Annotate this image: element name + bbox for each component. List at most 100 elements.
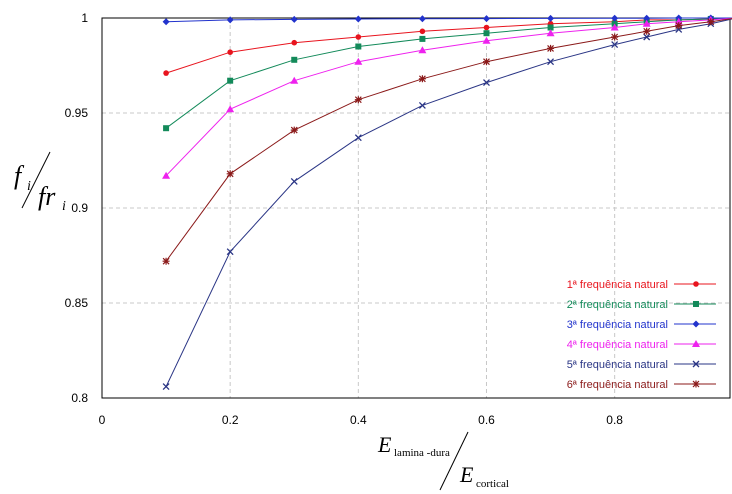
legend-item: 4ª frequência natural: [567, 339, 716, 351]
data-point: [291, 56, 298, 63]
legend-label: 3ª frequência natural: [567, 319, 668, 331]
data-point: [643, 27, 651, 35]
data-point: [163, 70, 169, 76]
x-tick-label: 0.6: [478, 413, 495, 427]
plot-frame: [101, 17, 731, 399]
x-axis-label: E lamina -dura E cortical: [377, 431, 509, 491]
data-point: [418, 46, 427, 54]
y-label-slash: [21, 151, 51, 209]
data-point: [226, 170, 234, 178]
legend-item: 5ª frequência natural: [567, 359, 716, 371]
data-point: [547, 14, 555, 22]
data-point: [227, 77, 234, 84]
data-point: [707, 18, 715, 26]
data-point: [610, 23, 619, 31]
data-point: [546, 29, 555, 37]
series-group: [162, 14, 732, 391]
data-point: [291, 39, 298, 46]
legend-item: 2ª frequência natural: [567, 299, 716, 311]
legend: 1ª frequência natural 2ª frequência natur…: [567, 279, 716, 391]
y-label-den-main: fr: [38, 182, 56, 211]
y-label-num-sub: i: [27, 179, 31, 194]
data-point: [483, 30, 490, 37]
data-point: [419, 28, 426, 35]
y-label-den-sub: i: [62, 199, 66, 214]
data-point: [226, 105, 235, 113]
series-line: [165, 17, 732, 129]
data-point: [162, 257, 170, 265]
legend-item: 1ª frequência natural: [567, 279, 716, 291]
x-tick-label: 0.8: [606, 413, 623, 427]
data-point: [355, 43, 362, 50]
legend-label: 4ª frequência natural: [567, 339, 668, 351]
data-point: [483, 79, 490, 87]
y-axis-label: f i fr i: [14, 151, 66, 214]
series-6: [162, 18, 732, 265]
y-tick-label: 0.85: [65, 296, 89, 310]
data-point: [354, 15, 362, 23]
data-point: [355, 34, 362, 40]
legend-marker: [692, 360, 700, 368]
data-point: [290, 15, 298, 23]
legend-label: 6ª frequência natural: [567, 379, 668, 391]
series-3: [162, 14, 732, 26]
series-line: [165, 18, 732, 387]
x-tick-label: 0.2: [222, 413, 239, 427]
legend-marker: [693, 301, 699, 307]
legend-label: 2ª frequência natural: [567, 299, 668, 311]
x-tick-label: 0.4: [350, 413, 367, 427]
tick-labels: 0 0.2 0.4 0.6 0.8 0.8 0.85 0.9 0.95 1: [65, 11, 624, 427]
data-point: [547, 44, 555, 52]
y-tick-label: 1: [81, 11, 88, 25]
legend-item: 3ª frequência natural: [567, 319, 716, 331]
data-point: [354, 134, 362, 142]
data-point: [290, 76, 299, 84]
data-point: [226, 248, 234, 256]
data-point: [354, 96, 362, 104]
data-point: [482, 36, 491, 44]
data-point: [643, 14, 651, 22]
data-point: [418, 75, 426, 83]
y-tick-label: 0.8: [71, 391, 88, 405]
data-point: [162, 171, 171, 179]
data-point: [227, 49, 233, 55]
data-point: [611, 14, 619, 22]
data-point: [290, 126, 298, 134]
data-point: [418, 15, 426, 23]
data-point: [419, 35, 426, 42]
y-label-num-main: f: [14, 161, 25, 190]
x-tick-label: 0: [99, 413, 106, 427]
data-point: [643, 33, 651, 41]
data-point: [642, 19, 651, 27]
x-label-den-sub: cortical: [476, 478, 509, 490]
legend-marker: [692, 320, 700, 328]
data-point: [547, 58, 555, 66]
legend-marker: [692, 380, 700, 388]
legend-marker: [693, 281, 699, 287]
data-point: [611, 33, 619, 41]
data-point: [483, 24, 490, 31]
data-point: [418, 101, 426, 109]
series-line: [165, 18, 732, 262]
data-point: [354, 57, 363, 65]
data-point: [547, 24, 554, 31]
legend-label: 5ª frequência natural: [567, 359, 668, 371]
data-point: [611, 41, 619, 49]
data-point: [482, 15, 490, 23]
x-label-den-main: E: [459, 462, 474, 487]
x-label-slash: [439, 431, 469, 491]
data-point: [675, 22, 683, 30]
series-line: [165, 17, 732, 177]
y-tick-label: 0.9: [71, 201, 88, 215]
data-point: [162, 383, 170, 391]
x-label-num-sub: lamina -dura: [394, 447, 450, 459]
data-point: [226, 16, 234, 24]
y-tick-label: 0.95: [65, 106, 89, 120]
data-point: [290, 177, 298, 185]
legend-item: 6ª frequência natural: [567, 379, 716, 391]
data-point: [482, 58, 490, 66]
legend-marker: [692, 340, 700, 347]
series-line: [166, 17, 732, 23]
